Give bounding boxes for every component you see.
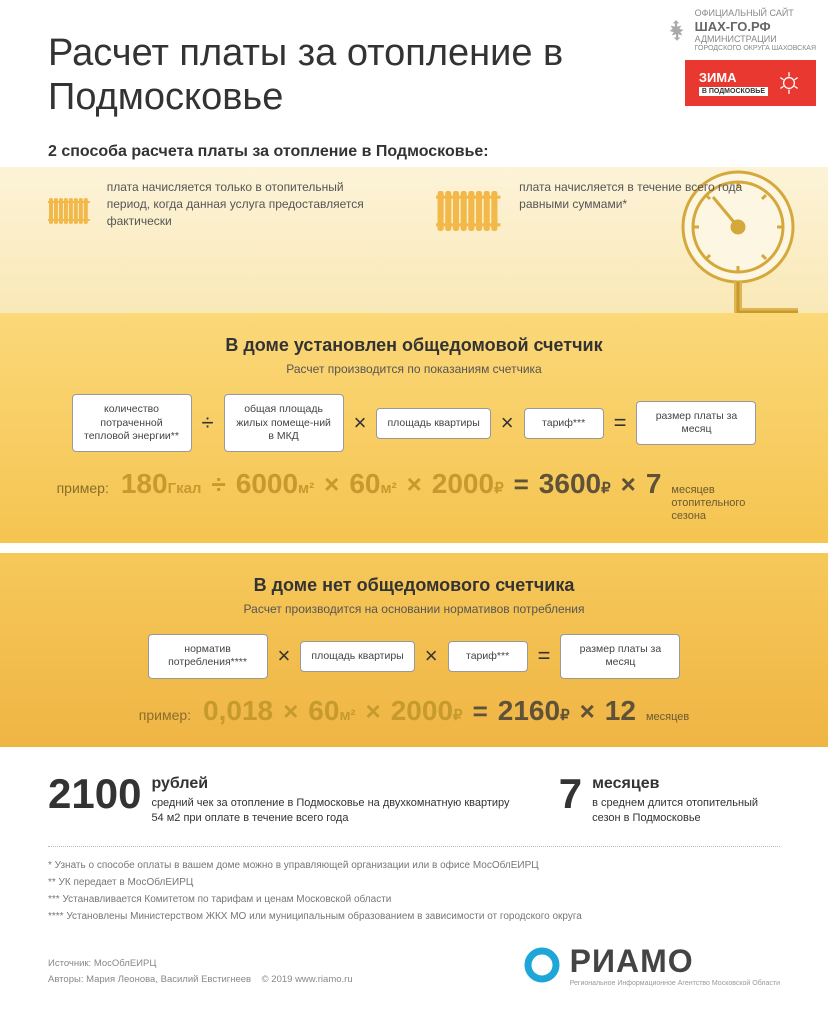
zima-sub: В ПОДМОСКОВЬЕ bbox=[699, 87, 768, 96]
copyright: © 2019 www.riamo.ru bbox=[262, 974, 353, 985]
method-1-text: плата начисляется только в отопительный … bbox=[107, 179, 388, 229]
example-label: пример: bbox=[57, 480, 109, 496]
formula-op: × bbox=[278, 643, 291, 669]
example-op: × bbox=[407, 469, 422, 500]
formula-box: площадь квартиры bbox=[376, 408, 490, 439]
example-op: × bbox=[580, 696, 595, 727]
stat-1-hl: рублей bbox=[151, 773, 518, 795]
example-value: 180Гкал bbox=[121, 468, 202, 500]
stat-2: 7 месяцев в среднем длится отопительный … bbox=[559, 773, 780, 826]
section-2-formula: норматив потребления**** × площадь квартир… bbox=[48, 634, 780, 678]
footnote: *** Устанавливается Комитетом по тарифам… bbox=[48, 891, 780, 908]
example-value: 12 bbox=[605, 695, 636, 727]
source: Источник: МосОблЕИРЦ bbox=[48, 956, 353, 971]
section-1-title: В доме установлен общедомовой счетчик bbox=[48, 335, 780, 356]
section-2-example: пример: 0,018 × 60м² × 2000₽ = 2160₽ × 12 месяцев bbox=[48, 695, 780, 727]
formula-box: норматив потребления**** bbox=[148, 634, 268, 678]
example-value: 6000м² bbox=[236, 468, 314, 500]
logo: РИАМО Региональное Информационное Агентс… bbox=[522, 943, 780, 987]
formula-op: × bbox=[354, 410, 367, 436]
footnote: ** УК передает в МосОблЕИРЦ bbox=[48, 874, 780, 891]
stat-2-hl: месяцев bbox=[592, 773, 780, 795]
example-value: 60м² bbox=[349, 468, 396, 500]
snowflake-icon bbox=[776, 70, 802, 96]
formula-op: × bbox=[501, 410, 514, 436]
stats: 2100 рублей средний чек за отопление в П… bbox=[0, 747, 828, 846]
subtitle: 2 способа расчета платы за отопление в П… bbox=[48, 137, 780, 179]
zima-badge: ЗИМА В ПОДМОСКОВЬЕ bbox=[685, 60, 816, 106]
source-block: Источник: МосОблЕИРЦ Авторы: Мария Леоно… bbox=[48, 956, 353, 986]
method-1: плата начисляется только в отопительный … bbox=[48, 179, 388, 243]
example-value: 2000₽ bbox=[391, 695, 463, 727]
formula-op: ÷ bbox=[202, 410, 214, 436]
formula-box: тариф*** bbox=[524, 408, 604, 439]
example-note: месяцев отопительного сезона bbox=[671, 484, 771, 524]
example-note: месяцев bbox=[646, 711, 689, 724]
stat-1-num: 2100 bbox=[48, 773, 141, 815]
footnotes: * Узнать о способе оплаты в вашем доме м… bbox=[48, 846, 780, 925]
zima-title: ЗИМА bbox=[699, 70, 737, 85]
example-op: = bbox=[473, 696, 488, 727]
top-badges: ОФИЦИАЛЬНЫЙ САЙТ ШАХ-ГО.РФ АДМИНИСТРАЦИИ… bbox=[663, 8, 816, 106]
formula-box: размер платы за месяц bbox=[636, 401, 756, 445]
example-op: × bbox=[366, 696, 381, 727]
method-2: плата начисляется в течение всего года р… bbox=[436, 179, 776, 243]
logo-text: РИАМО bbox=[570, 943, 780, 980]
site-line1: ОФИЦИАЛЬНЫЙ САЙТ bbox=[695, 8, 816, 19]
section-1: В доме установлен общедомовой счетчик Ра… bbox=[0, 313, 828, 543]
formula-box: размер платы за месяц bbox=[560, 634, 680, 678]
example-op: = bbox=[514, 469, 529, 500]
section-1-sub: Расчет производится по показаниям счетчи… bbox=[48, 362, 780, 376]
radiator-icon bbox=[436, 179, 505, 243]
formula-op: = bbox=[538, 643, 551, 669]
example-value: 60м² bbox=[308, 695, 355, 727]
stat-1-txt: средний чек за отопление в Подмосковье н… bbox=[151, 797, 509, 824]
formula-op: = bbox=[614, 410, 627, 436]
formula-box: тариф*** bbox=[448, 641, 528, 672]
example-value: 2160₽ bbox=[498, 695, 570, 727]
section-1-example: пример: 180Гкал ÷ 6000м² × 60м² × 2000₽ = 3600₽ × 7… bbox=[48, 468, 780, 524]
site-domain: ШАХ-ГО.РФ bbox=[695, 19, 816, 35]
section-2: В доме нет общедомового счетчика Расчет … bbox=[0, 553, 828, 746]
method-2-text: плата начисляется в течение всего года р… bbox=[519, 179, 776, 213]
section-2-title: В доме нет общедомового счетчика bbox=[48, 575, 780, 596]
example-op: × bbox=[621, 469, 636, 500]
site-line3: ГОРОДСКОГО ОКРУГА ШАХОВСКАЯ bbox=[695, 45, 816, 53]
stat-1: 2100 рублей средний чек за отопление в П… bbox=[48, 773, 519, 826]
example-op: × bbox=[283, 696, 298, 727]
riamo-icon bbox=[522, 945, 562, 985]
formula-box: количество потраченной тепловой энергии*… bbox=[72, 394, 192, 451]
footer: Источник: МосОблЕИРЦ Авторы: Мария Леоно… bbox=[0, 925, 828, 1015]
site-line2: АДМИНИСТРАЦИИ bbox=[695, 34, 816, 45]
example-value: 3600₽ bbox=[539, 468, 611, 500]
formula-box: общая площадь жилых помеще-ний в МКД bbox=[224, 394, 344, 451]
authors: Авторы: Мария Леонова, Василий Евстигнее… bbox=[48, 974, 251, 985]
example-op: ÷ bbox=[211, 469, 225, 500]
example-value: 7 bbox=[646, 468, 662, 500]
example-value: 2000₽ bbox=[432, 468, 504, 500]
footnote: **** Установлены Министерством ЖКХ МО ил… bbox=[48, 908, 780, 925]
site-badge: ОФИЦИАЛЬНЫЙ САЙТ ШАХ-ГО.РФ АДМИНИСТРАЦИИ… bbox=[663, 8, 816, 54]
stat-2-txt: в среднем длится отопительный сезон в По… bbox=[592, 797, 758, 824]
radiator-icon bbox=[48, 179, 93, 243]
intro-section: 2 способа расчета платы за отопление в П… bbox=[0, 137, 828, 243]
section-1-formula: количество потраченной тепловой энергии*… bbox=[48, 394, 780, 451]
example-label: пример: bbox=[139, 707, 191, 723]
example-op: × bbox=[324, 469, 339, 500]
example-value: 0,018 bbox=[203, 695, 273, 727]
stat-2-num: 7 bbox=[559, 773, 582, 815]
formula-box: площадь квартиры bbox=[300, 641, 414, 672]
formula-op: × bbox=[425, 643, 438, 669]
footnote: * Узнать о способе оплаты в вашем доме м… bbox=[48, 857, 780, 874]
eagle-icon bbox=[663, 18, 689, 44]
logo-sub: Региональное Информационное Агентство Мо… bbox=[570, 980, 780, 987]
section-2-sub: Расчет производится на основании нормати… bbox=[48, 602, 780, 616]
